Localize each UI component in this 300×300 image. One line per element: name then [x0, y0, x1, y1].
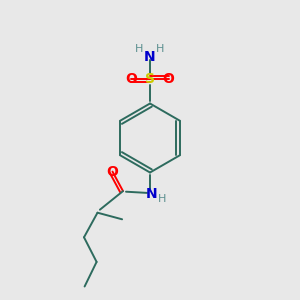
Text: O: O [163, 72, 175, 86]
Text: N: N [144, 50, 156, 64]
Text: N: N [146, 187, 157, 201]
Text: O: O [125, 72, 137, 86]
Text: S: S [145, 72, 155, 86]
Text: H: H [135, 44, 144, 54]
Text: H: H [155, 44, 164, 54]
Text: O: O [106, 165, 119, 178]
Text: H: H [158, 194, 166, 205]
